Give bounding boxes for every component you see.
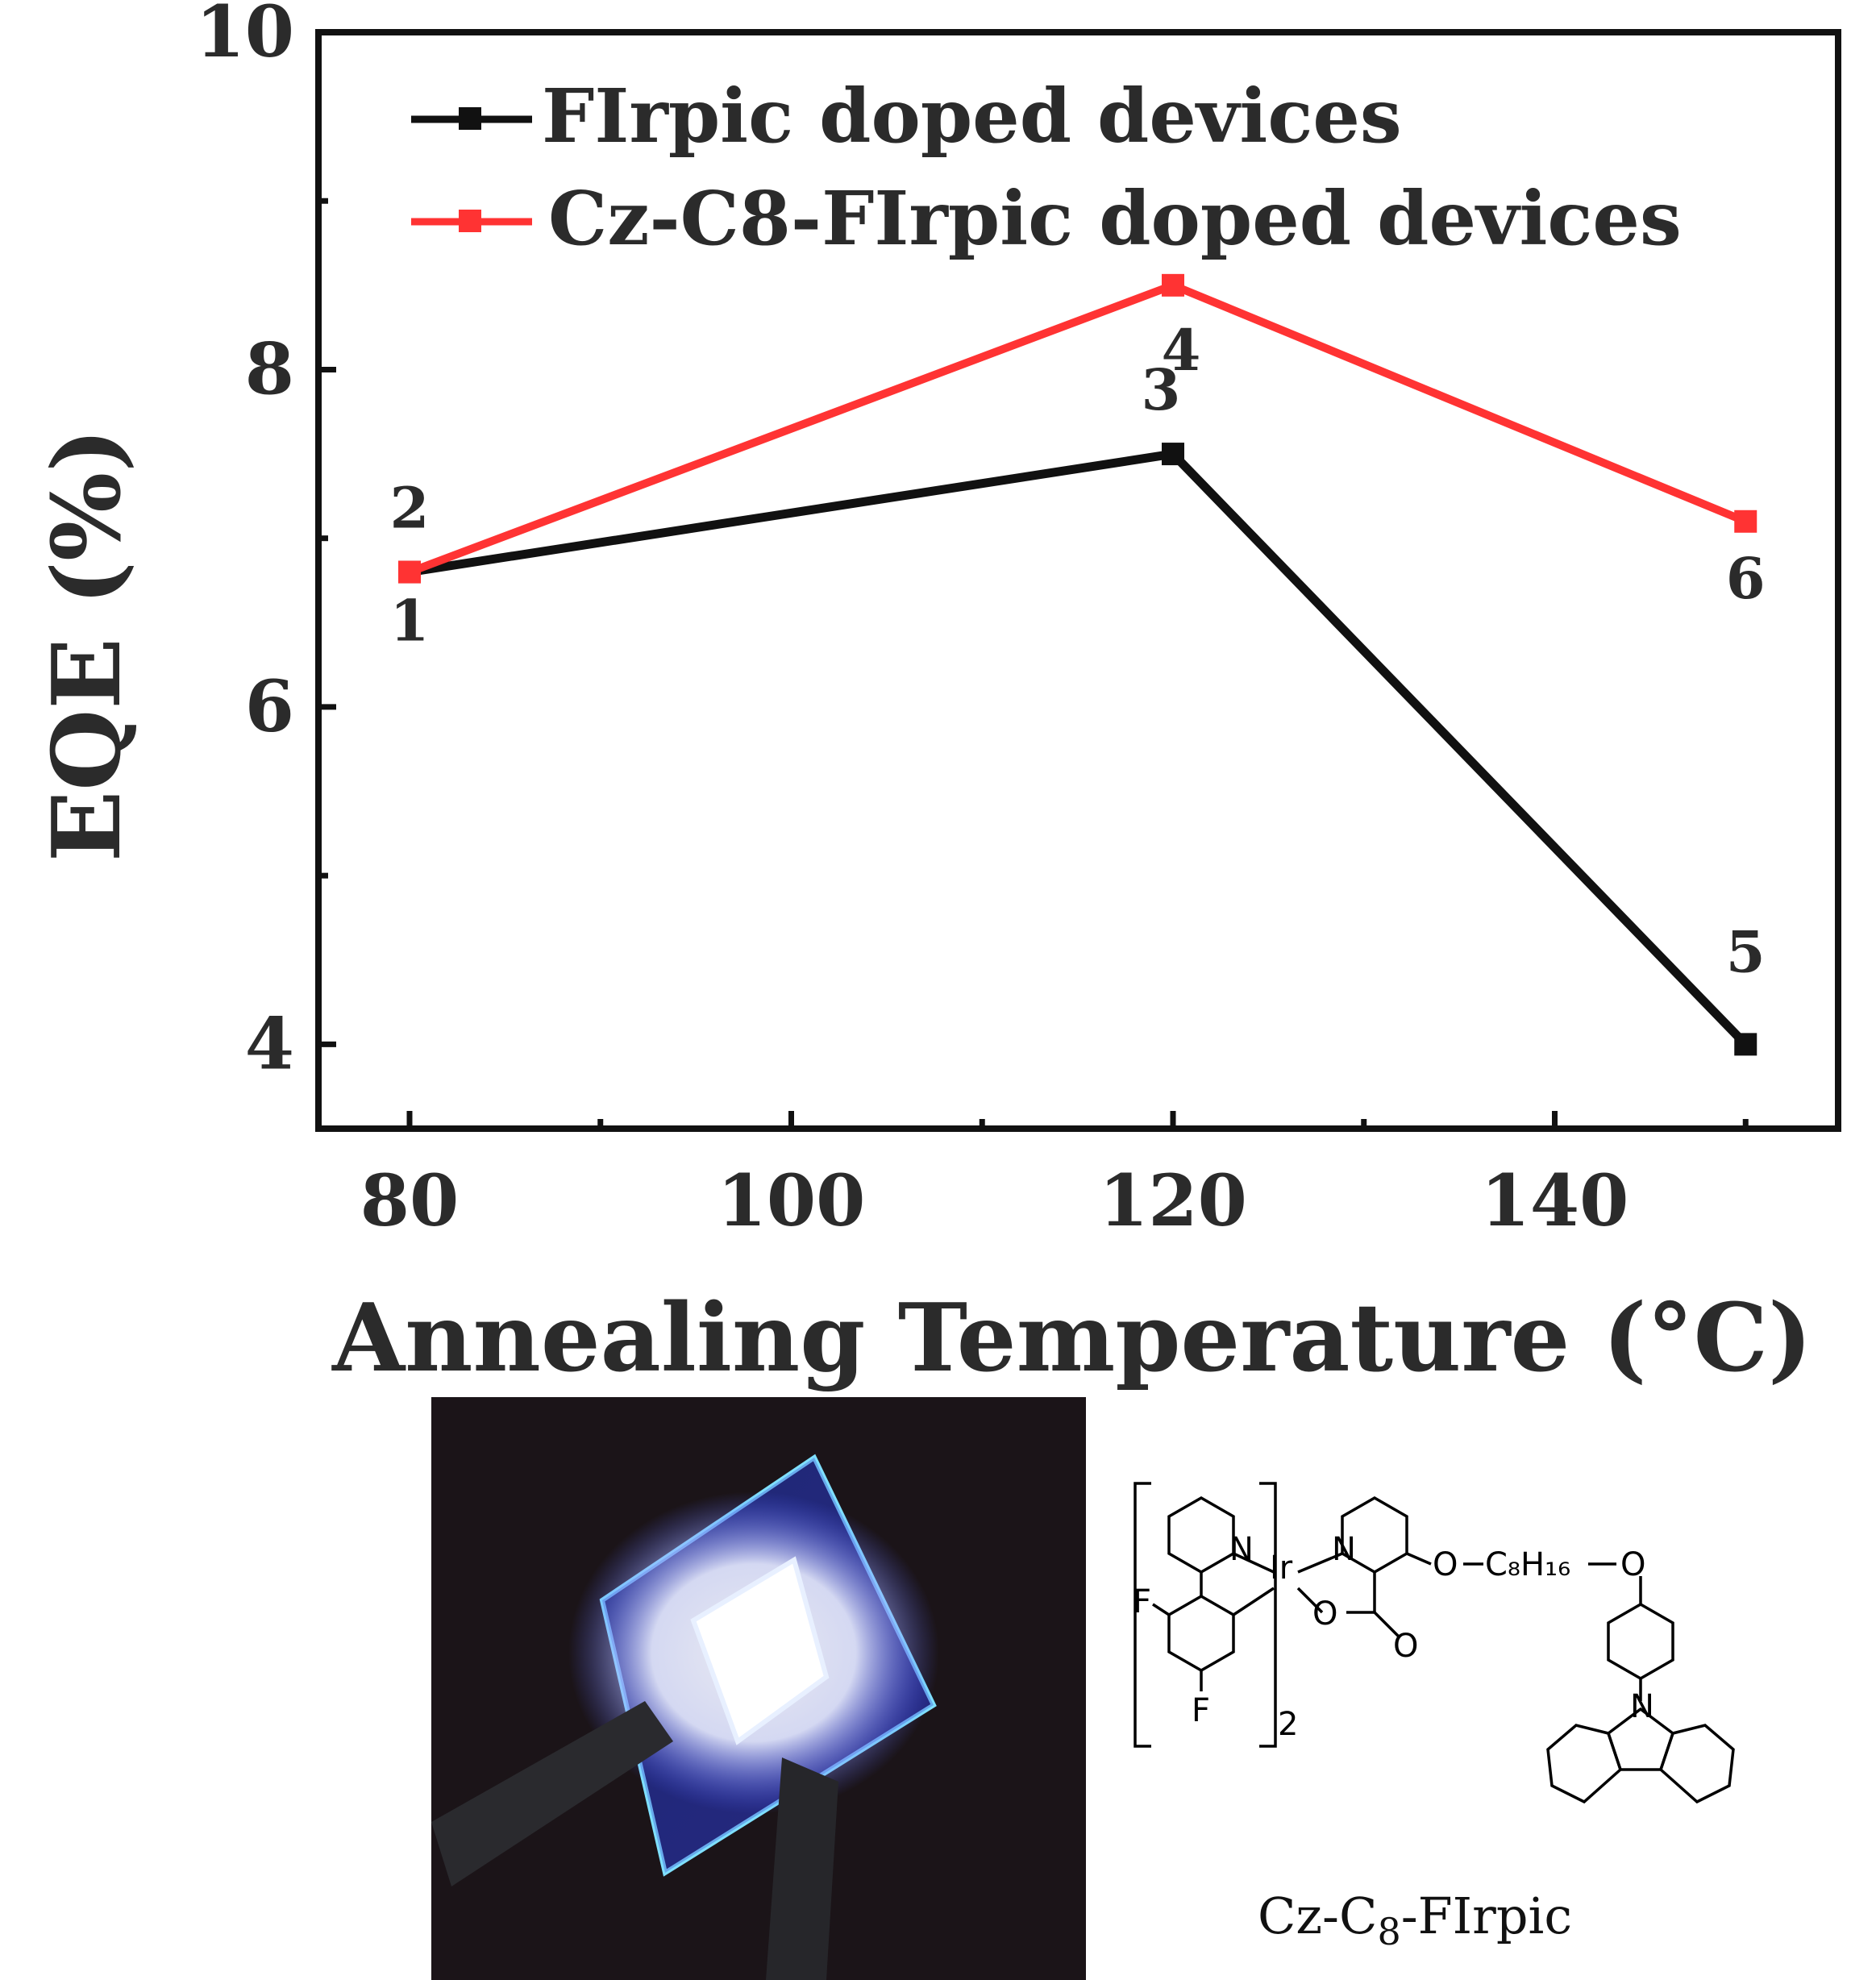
chain-label: C₈H₁₆ [1485, 1546, 1570, 1583]
data-point [1734, 1033, 1757, 1056]
device-photo [431, 1397, 1086, 1980]
legend-label-2: Cz-C8-FIrpic doped devices [548, 175, 1682, 262]
x-tick-label: 100 [718, 1158, 866, 1242]
atom-n-3: N [1630, 1688, 1654, 1725]
x-tick-label: 80 [360, 1158, 459, 1242]
x-tick-label: 120 [1099, 1158, 1247, 1242]
y-tick-label: 10 [196, 0, 294, 73]
atom-o-4: O [1620, 1546, 1645, 1583]
legend-entry-1: FIrpic doped devices [411, 73, 1402, 160]
series-1: 1 3 5 [390, 356, 1766, 1056]
point-label: 3 [1142, 356, 1181, 423]
y-tick-label: 8 [245, 327, 294, 410]
legend-marker-1 [459, 107, 481, 130]
atom-f-1: F [1133, 1583, 1151, 1620]
y-axis: 4 6 8 10 [196, 0, 336, 1085]
series-line [409, 449, 1749, 1048]
plot-area: 1 3 5 2 4 6 [390, 273, 1766, 1056]
y-tick-label: 6 [245, 664, 294, 748]
x-tick-label: 140 [1481, 1158, 1629, 1242]
bracket-count: 2 [1278, 1706, 1298, 1743]
legend: FIrpic doped devices Cz-C8-FIrpic doped … [411, 73, 1682, 262]
y-axis-title: EQE (%) [32, 428, 142, 862]
atom-n-1: N [1229, 1531, 1254, 1568]
point-label: 5 [1726, 918, 1766, 985]
y-tick-label: 4 [245, 1001, 294, 1085]
atom-o-2: O [1393, 1628, 1418, 1665]
atom-f-2: F [1192, 1692, 1210, 1729]
data-point [1734, 510, 1757, 533]
data-point [398, 560, 421, 584]
data-point [1162, 273, 1184, 297]
series-2: 2 4 6 [390, 273, 1766, 612]
legend-entry-2: Cz-C8-FIrpic doped devices [411, 175, 1682, 262]
compound-name: Cz-C8-FIrpic [1258, 1886, 1572, 1953]
series-line [408, 281, 1748, 576]
point-label: 6 [1726, 545, 1766, 612]
data-point [1162, 443, 1184, 466]
atom-o-1: O [1312, 1595, 1337, 1633]
chemical-atom-labels: N Ir F F 2 N O O O C₈H₁₆ O N [1133, 1531, 1654, 1743]
plot-frame [315, 29, 1841, 1132]
atom-n-2: N [1332, 1531, 1356, 1568]
point-label: 4 [1162, 317, 1201, 384]
atom-ir: Ir [1270, 1549, 1293, 1587]
legend-marker-2 [459, 210, 481, 232]
x-axis-title: Annealing Temperature (°C) [331, 1283, 1812, 1393]
legend-label-1: FIrpic doped devices [542, 73, 1402, 160]
atom-o-3: O [1433, 1546, 1458, 1583]
chemical-structure [1134, 1482, 1735, 1804]
x-axis: 80 100 120 140 [360, 1111, 1749, 1242]
point-label: 1 [390, 588, 430, 655]
point-label: 2 [390, 475, 430, 542]
